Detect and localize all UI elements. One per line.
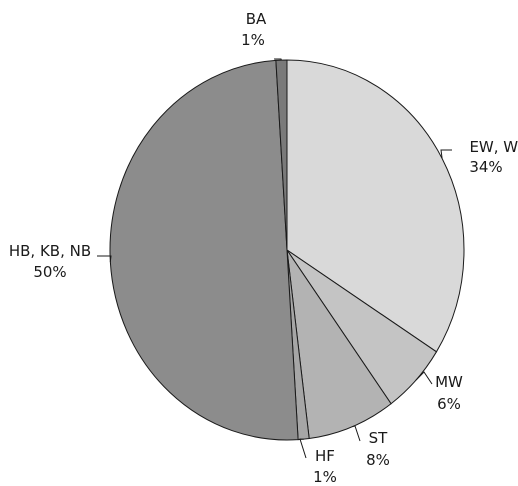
pie-slice-ba bbox=[275, 59, 288, 251]
slice-label-ew-wi-name: EW, WI bbox=[469, 138, 518, 156]
slice-label-ba-name: BA bbox=[246, 10, 267, 28]
leader-line-ba bbox=[274, 58, 282, 61]
slice-label-hb-kb-nb-value: 50% bbox=[33, 263, 66, 281]
pie-slices bbox=[109, 59, 465, 441]
slice-label-st-name: ST bbox=[369, 429, 389, 447]
pie-slice-st bbox=[286, 249, 392, 440]
slice-label-hf-value: 1% bbox=[313, 468, 337, 486]
slice-label-mw-value: 6% bbox=[437, 395, 461, 413]
leader-line-hb-kb-nb bbox=[97, 255, 112, 262]
pie-slice-hb-kb-nb bbox=[109, 59, 299, 441]
slice-label-ba-value: 1% bbox=[241, 31, 265, 49]
slice-label-mw-name: MW bbox=[435, 373, 463, 391]
slice-label-hf-name: HF bbox=[315, 447, 335, 465]
leader-lines bbox=[97, 58, 452, 459]
slice-label-hb-kb-nb-name: HB, KB, NB bbox=[9, 242, 91, 260]
slice-labels: EW, WI 34% MW 6% ST 8% HF 1% HB, KB, NB … bbox=[9, 10, 518, 486]
slice-label-ew-wi-value: 34% bbox=[469, 158, 502, 176]
leader-line-mw bbox=[415, 371, 433, 385]
leader-line-ew-wi bbox=[440, 149, 452, 159]
leader-line-st bbox=[352, 425, 361, 442]
leader-line-hf bbox=[299, 438, 307, 459]
slice-label-st-value: 8% bbox=[366, 451, 390, 469]
